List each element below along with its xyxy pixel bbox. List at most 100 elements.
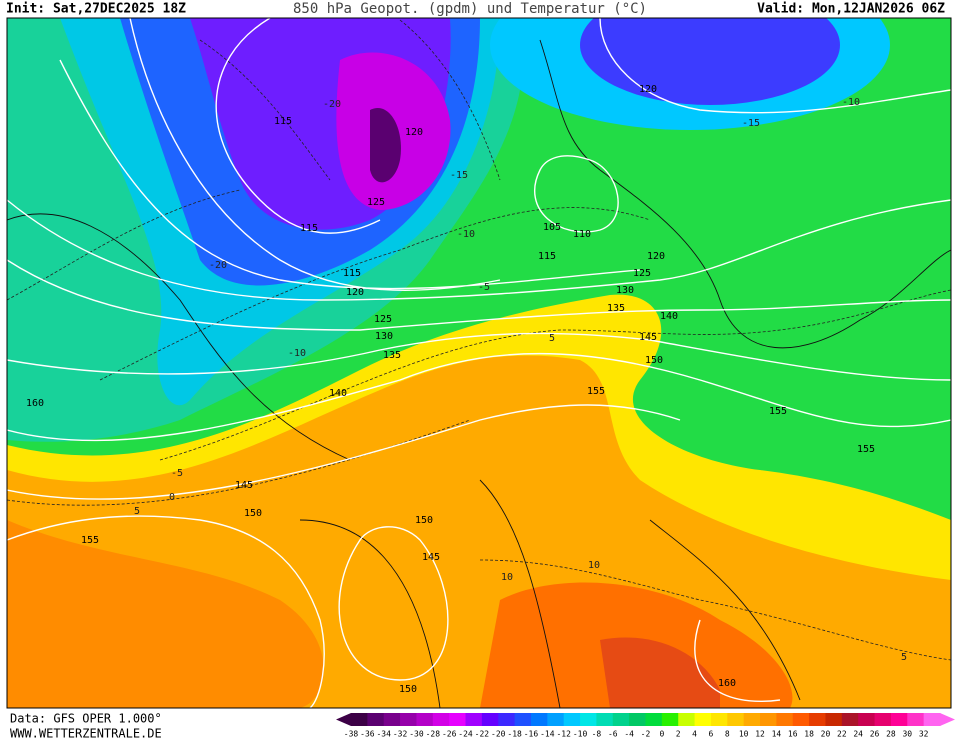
scale-arrow-high bbox=[940, 713, 955, 726]
scale-swatch bbox=[743, 713, 761, 726]
scale-label: 22 bbox=[837, 730, 847, 739]
scale-label: -2 bbox=[641, 730, 651, 739]
scale-swatch bbox=[874, 713, 892, 726]
scale-swatch bbox=[383, 713, 401, 726]
scale-swatch bbox=[678, 713, 696, 726]
arctic-center bbox=[370, 108, 401, 183]
contour-label: 145 bbox=[235, 480, 253, 491]
scale-swatch bbox=[645, 713, 663, 726]
valid-time: Valid: Mon,12JAN2026 06Z bbox=[757, 2, 945, 17]
scale-swatch bbox=[367, 713, 385, 726]
scale-label: -30 bbox=[409, 730, 424, 739]
contour-label: 150 bbox=[645, 355, 663, 366]
scale-swatch bbox=[416, 713, 434, 726]
isotherm-label: -10 bbox=[288, 348, 306, 359]
scale-swatch bbox=[841, 713, 859, 726]
contour-label: 150 bbox=[244, 508, 262, 519]
contour-label: 115 bbox=[343, 268, 361, 279]
scale-label: -20 bbox=[491, 730, 506, 739]
contour-label: 155 bbox=[857, 444, 875, 455]
contour-label: 130 bbox=[616, 285, 634, 296]
website: WWW.WETTERZENTRALE.DE bbox=[10, 727, 162, 741]
scale-swatch bbox=[514, 713, 532, 726]
scale-swatch bbox=[580, 713, 597, 726]
scale-label: 32 bbox=[919, 730, 929, 739]
contour-label: 120 bbox=[647, 251, 665, 262]
scale-label: 16 bbox=[788, 730, 798, 739]
scale-swatch bbox=[481, 713, 499, 726]
scale-label: 6 bbox=[709, 730, 714, 739]
scale-swatch bbox=[923, 713, 941, 726]
contour-label: 145 bbox=[639, 332, 657, 343]
map-title: 850 hPa Geopot. (gpdm) und Temperatur (°… bbox=[293, 1, 647, 17]
color-scale: -38 -36 -34 -32 -30 -28 -26 -24 -22 -20 -18 -16 -14-… bbox=[336, 713, 955, 739]
contour-label: 110 bbox=[573, 229, 591, 240]
scale-swatch bbox=[596, 713, 614, 726]
scale-swatch bbox=[907, 713, 925, 726]
scale-label: 24 bbox=[853, 730, 863, 739]
scale-swatch bbox=[432, 713, 450, 726]
scale-label: -14 bbox=[540, 730, 555, 739]
scale-label: 2 bbox=[676, 730, 681, 739]
scale-swatch bbox=[351, 713, 368, 726]
contour-label: 135 bbox=[607, 303, 625, 314]
isotherm-label: -20 bbox=[323, 99, 341, 110]
contour-label: 115 bbox=[300, 223, 318, 234]
init-time: Init: Sat,27DEC2025 18Z bbox=[6, 2, 186, 17]
contour-label: 130 bbox=[375, 331, 393, 342]
scale-swatch bbox=[465, 713, 483, 726]
scale-label: -36 bbox=[360, 730, 375, 739]
scale-label: -12 bbox=[556, 730, 571, 739]
scale-label: -24 bbox=[458, 730, 473, 739]
contour-label: 120 bbox=[405, 127, 423, 138]
scale-label: -4 bbox=[624, 730, 634, 739]
scale-swatch bbox=[400, 713, 417, 726]
isotherm-label: -5 bbox=[478, 282, 490, 293]
scale-label: -34 bbox=[376, 730, 391, 739]
scale-label: 8 bbox=[725, 730, 730, 739]
scale-swatch bbox=[694, 713, 712, 726]
contour-label: 160 bbox=[26, 398, 44, 409]
scale-label: -18 bbox=[507, 730, 522, 739]
geopotential-isoline bbox=[7, 18, 951, 708]
scale-swatch bbox=[710, 713, 728, 726]
scale-swatch bbox=[890, 713, 908, 726]
isotherm-label: -10 bbox=[457, 229, 475, 240]
scale-label: -32 bbox=[393, 730, 408, 739]
contour-label: 155 bbox=[587, 386, 605, 397]
isotherm-label: 10 bbox=[588, 560, 600, 571]
scale-swatch bbox=[760, 713, 777, 726]
contour-label: 125 bbox=[374, 314, 392, 325]
contour-label: 120 bbox=[346, 287, 364, 298]
contour-label: 115 bbox=[274, 116, 292, 127]
contour-label: 140 bbox=[660, 311, 678, 322]
isotherm-label: -20 bbox=[209, 260, 227, 271]
scale-label: 10 bbox=[739, 730, 749, 739]
contour-label: 145 bbox=[422, 552, 440, 563]
scale-label: 12 bbox=[755, 730, 765, 739]
contour-label: 105 bbox=[543, 222, 561, 233]
contour-label: 155 bbox=[769, 406, 787, 417]
isotherm-label: -15 bbox=[450, 170, 468, 181]
scale-swatch bbox=[809, 713, 826, 726]
scale-swatch bbox=[563, 713, 581, 726]
scale-label: 30 bbox=[902, 730, 912, 739]
contour-label: 125 bbox=[367, 197, 385, 208]
scale-label: -26 bbox=[442, 730, 457, 739]
scale-label: -38 bbox=[344, 730, 359, 739]
scale-swatch bbox=[858, 713, 876, 726]
scale-swatch bbox=[612, 713, 630, 726]
contour-label: 140 bbox=[329, 388, 347, 399]
isotherm-label: -10 bbox=[842, 97, 860, 108]
scale-label: -8 bbox=[592, 730, 602, 739]
scale-label: 26 bbox=[870, 730, 880, 739]
warmer-west bbox=[7, 520, 324, 708]
hot-africa bbox=[600, 637, 720, 708]
scale-label: 14 bbox=[772, 730, 782, 739]
isotherm-label: 5 bbox=[549, 333, 555, 344]
isotherm bbox=[7, 19, 951, 661]
data-source: Data: GFS OPER 1.000° bbox=[10, 712, 162, 726]
scale-label: -10 bbox=[573, 730, 588, 739]
isotherm-label: 5 bbox=[134, 506, 140, 517]
